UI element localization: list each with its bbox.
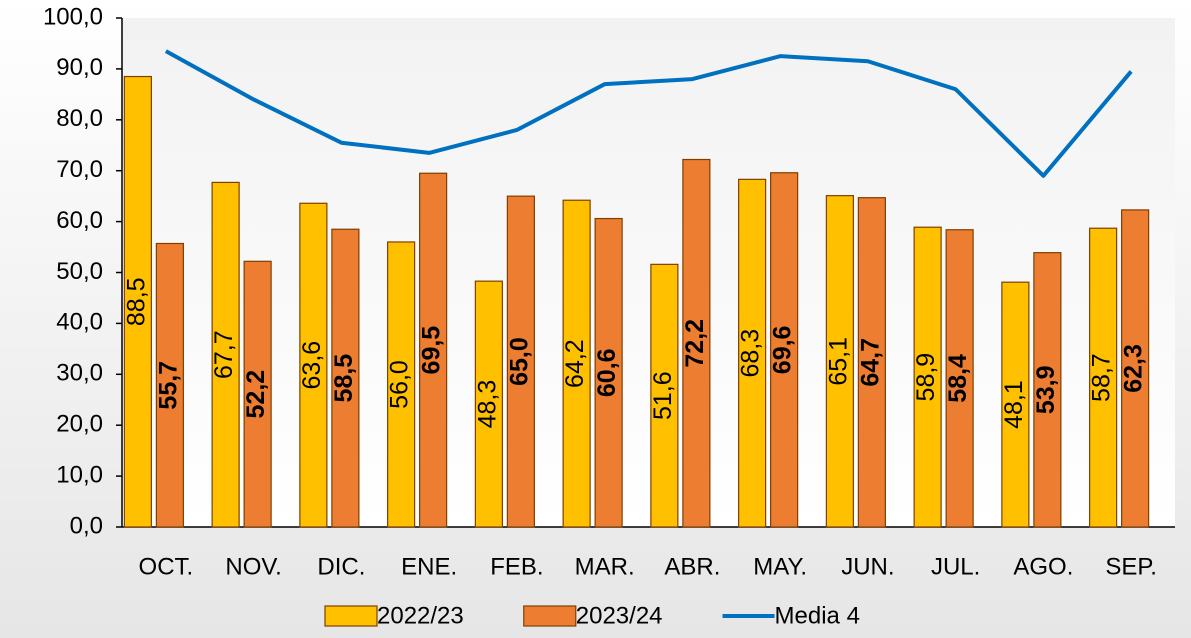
x-tick-label: MAY. (753, 553, 807, 580)
data-label: 55,7 (154, 361, 182, 410)
bar (211, 181, 240, 528)
y-tick-label: 0,0 (70, 512, 103, 539)
bar (594, 217, 623, 528)
data-label: 60,6 (593, 348, 621, 397)
legend-label: 2022/23 (377, 602, 464, 629)
data-label: 63,6 (298, 341, 326, 390)
bar (1089, 227, 1118, 528)
data-label: 48,1 (1000, 380, 1028, 429)
bar (770, 172, 799, 528)
y-tick-label: 40,0 (56, 309, 103, 336)
data-label: 51,6 (649, 371, 677, 420)
data-label: 65,0 (505, 337, 533, 386)
x-tick-label: ABR. (664, 553, 720, 580)
bar (857, 197, 886, 528)
x-tick-label: JUL. (931, 553, 980, 580)
bar (243, 260, 272, 528)
bar (825, 195, 854, 528)
data-label: 58,7 (1088, 353, 1116, 402)
x-tick-label: MAR. (575, 553, 635, 580)
data-label: 68,3 (737, 329, 765, 378)
y-tick-label: 90,0 (56, 54, 103, 81)
y-tick-label: 30,0 (56, 360, 103, 387)
y-tick-label: 50,0 (56, 258, 103, 285)
data-label: 64,7 (856, 338, 884, 387)
legend-label: 2023/24 (576, 602, 663, 629)
y-tick-label: 70,0 (56, 156, 103, 183)
bar (682, 158, 711, 528)
bar (945, 229, 974, 528)
data-label: 58,4 (944, 354, 972, 403)
bar (1121, 209, 1150, 528)
bar (913, 226, 942, 528)
y-tick-label: 80,0 (56, 105, 103, 132)
bar (474, 280, 503, 528)
data-label: 58,5 (330, 354, 358, 403)
data-label: 58,9 (912, 353, 940, 402)
bar (738, 178, 767, 528)
data-label: 52,2 (242, 370, 270, 419)
bar (562, 199, 591, 528)
bar (299, 202, 328, 528)
bar (650, 263, 679, 528)
data-label: 56,0 (386, 360, 414, 409)
x-tick-label: AGO. (1013, 553, 1073, 580)
legend-label: Media 4 (775, 602, 860, 629)
bar (331, 228, 360, 528)
y-tick-label: 60,0 (56, 207, 103, 234)
x-tick-label: JUN. (841, 553, 894, 580)
y-tick-label: 100,0 (43, 3, 103, 30)
x-tick-label: OCT. (139, 553, 194, 580)
bar (1033, 252, 1062, 528)
data-label: 64,2 (561, 339, 589, 388)
data-label: 72,2 (681, 319, 709, 368)
x-tick-label: DIC. (317, 553, 365, 580)
data-label: 48,3 (473, 380, 501, 429)
bar (387, 241, 416, 528)
y-tick-label: 20,0 (56, 411, 103, 438)
y-tick-label: 10,0 (56, 461, 103, 488)
bar (1001, 281, 1030, 528)
bar (155, 242, 184, 528)
bar (419, 172, 448, 528)
legend-swatch (324, 605, 378, 627)
data-label: 67,7 (210, 330, 238, 379)
bar (123, 75, 152, 528)
x-tick-label: NOV. (225, 553, 281, 580)
data-label: 69,6 (769, 326, 797, 375)
x-tick-label: FEB. (490, 553, 543, 580)
data-label: 65,1 (824, 337, 852, 386)
data-label: 53,9 (1032, 365, 1060, 414)
data-label: 88,5 (122, 277, 150, 326)
data-label: 69,5 (418, 326, 446, 375)
line (164, 49, 1133, 178)
data-label: 62,3 (1120, 344, 1148, 393)
plot-area (122, 18, 1175, 527)
x-tick-label: ENE. (401, 553, 457, 580)
bar (506, 195, 535, 528)
x-tick-label: SEP. (1105, 553, 1157, 580)
legend-swatch (523, 605, 577, 627)
